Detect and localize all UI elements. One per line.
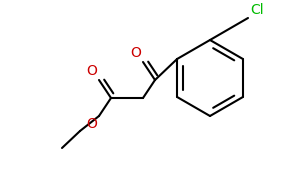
Text: O: O — [86, 117, 97, 131]
Text: O: O — [130, 46, 141, 60]
Text: Cl: Cl — [250, 3, 264, 17]
Text: O: O — [86, 64, 97, 78]
